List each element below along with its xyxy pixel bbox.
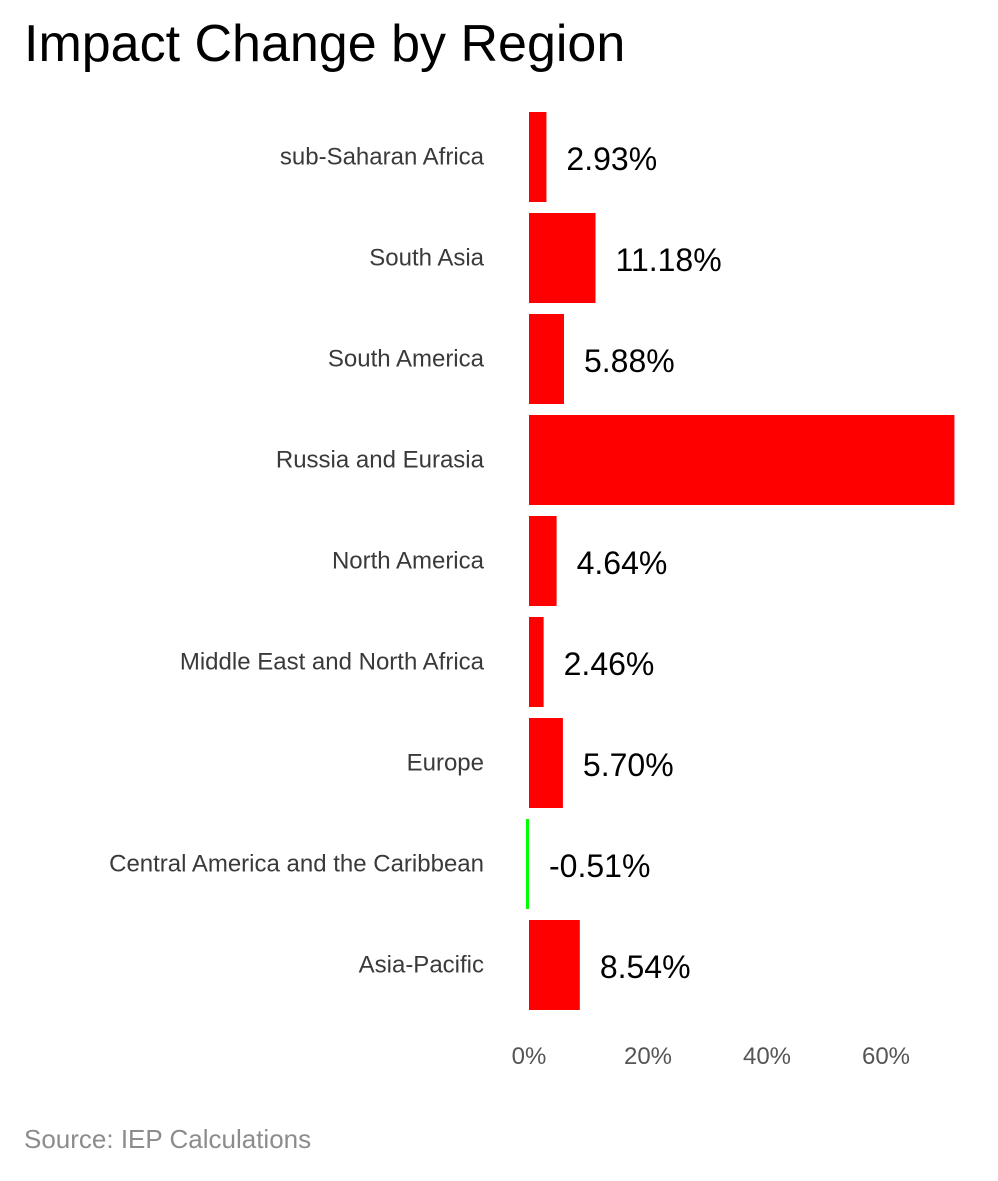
x-tick-label-20: 20%	[624, 1043, 672, 1070]
x-tick-label-60: 60%	[862, 1043, 910, 1070]
category-label-north-america: North America	[332, 548, 485, 575]
bars	[525, 112, 955, 1010]
category-label-south-asia: South Asia	[369, 245, 484, 272]
bar-asia-pacific	[529, 920, 580, 1010]
bar-europe	[529, 718, 563, 808]
x-tick-label-0: 0%	[512, 1043, 547, 1070]
category-label-europe: Europe	[407, 750, 484, 777]
category-label-south-america: South America	[328, 346, 485, 373]
data-label-south-asia: 11.18%	[616, 242, 722, 278]
bar-russia-and-eurasia	[529, 415, 955, 505]
source-note: Source: IEP Calculations	[24, 1124, 312, 1154]
bar-central-america-and-the-caribbean	[525, 819, 529, 909]
category-label-russia-and-eurasia: Russia and Eurasia	[276, 447, 485, 474]
category-label-asia-pacific: Asia-Pacific	[359, 952, 484, 979]
data-label-middle-east-and-north-africa: 2.46%	[564, 646, 655, 682]
bar-south-america	[529, 314, 564, 404]
data-label-north-america: 4.64%	[577, 545, 668, 581]
category-label-central-america-and-the-caribbean: Central America and the Caribbean	[109, 851, 484, 878]
data-label-europe: 5.70%	[583, 747, 674, 783]
category-labels: sub-Saharan Africa South Asia South Americ…	[109, 144, 485, 979]
bar-sub-saharan-africa	[529, 112, 547, 202]
bar-south-asia	[529, 213, 596, 303]
bar-middle-east-and-north-africa	[529, 617, 544, 707]
data-label-central-america-and-the-caribbean: -0.51%	[549, 848, 650, 884]
chart-title: Impact Change by Region	[24, 15, 626, 73]
category-label-sub-saharan-africa: sub-Saharan Africa	[280, 144, 485, 171]
x-tick-label-40: 40%	[743, 1043, 791, 1070]
data-labels: 2.93% 11.18% 5.88% 4.64% 2.46% 5.70% -0.51% 8.5…	[549, 141, 722, 985]
data-label-south-america: 5.88%	[584, 343, 675, 379]
x-axis: 0% 20% 40% 60%	[512, 1043, 910, 1070]
data-label-sub-saharan-africa: 2.93%	[566, 141, 657, 177]
data-label-asia-pacific: 8.54%	[600, 949, 691, 985]
category-label-middle-east-and-north-africa: Middle East and North Africa	[180, 649, 485, 676]
bar-north-america	[529, 516, 557, 606]
